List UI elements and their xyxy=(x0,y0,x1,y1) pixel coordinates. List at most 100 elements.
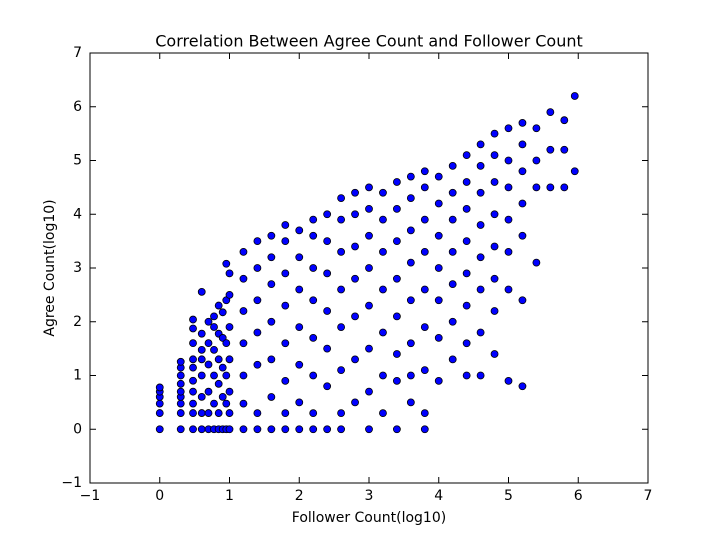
point xyxy=(462,269,471,278)
point xyxy=(392,178,401,186)
point xyxy=(379,328,387,337)
point xyxy=(406,226,415,235)
point xyxy=(462,301,471,310)
point xyxy=(570,167,579,176)
point xyxy=(462,237,471,246)
point xyxy=(210,312,218,321)
point xyxy=(406,172,415,181)
point xyxy=(281,237,290,246)
point xyxy=(365,301,373,310)
point xyxy=(295,323,304,332)
point xyxy=(504,376,513,385)
point xyxy=(225,269,234,278)
point xyxy=(189,376,197,385)
point xyxy=(337,425,346,434)
point xyxy=(392,312,401,321)
point xyxy=(532,183,541,192)
point xyxy=(448,247,457,256)
point xyxy=(337,194,346,203)
point xyxy=(281,221,290,229)
point xyxy=(253,360,262,369)
point xyxy=(351,210,359,219)
point xyxy=(155,399,164,408)
point xyxy=(406,296,415,305)
point xyxy=(176,399,185,408)
y-tick-label: 3 xyxy=(73,260,82,276)
point xyxy=(222,371,231,380)
point xyxy=(337,366,346,375)
point xyxy=(434,296,443,305)
point xyxy=(225,290,234,299)
point xyxy=(392,425,401,434)
point xyxy=(420,247,429,256)
point xyxy=(532,156,541,165)
x-tick-label: 3 xyxy=(365,488,374,504)
point xyxy=(504,156,513,165)
point xyxy=(379,409,387,418)
point xyxy=(560,116,569,125)
point xyxy=(448,317,457,326)
point xyxy=(267,355,276,364)
point xyxy=(218,392,227,401)
point xyxy=(189,387,197,396)
point xyxy=(189,324,197,333)
point xyxy=(155,409,164,417)
point xyxy=(476,188,485,197)
point xyxy=(225,425,234,434)
point xyxy=(281,409,290,418)
point xyxy=(225,387,234,396)
x-tick-label: 7 xyxy=(644,488,653,504)
point xyxy=(420,285,429,294)
point xyxy=(420,183,429,192)
point xyxy=(239,307,248,315)
point xyxy=(406,371,415,380)
point xyxy=(155,383,164,392)
point xyxy=(204,317,213,326)
point xyxy=(434,231,443,240)
point xyxy=(476,161,485,170)
point xyxy=(189,363,197,372)
point xyxy=(434,264,443,272)
point xyxy=(379,215,387,224)
point xyxy=(379,188,387,197)
point xyxy=(204,409,213,417)
point xyxy=(365,183,373,192)
point xyxy=(176,379,185,388)
point xyxy=(253,296,262,305)
point xyxy=(518,167,527,176)
point xyxy=(267,317,276,326)
point xyxy=(351,398,359,407)
point xyxy=(323,237,332,246)
point xyxy=(323,210,332,219)
y-tick-label: 5 xyxy=(73,153,82,169)
point xyxy=(532,124,541,133)
point xyxy=(406,258,415,267)
point xyxy=(267,425,276,434)
point xyxy=(210,323,218,331)
y-tick-label: 6 xyxy=(73,99,82,115)
point xyxy=(253,328,262,337)
point xyxy=(309,296,318,305)
point xyxy=(309,425,318,434)
point xyxy=(225,323,234,331)
point xyxy=(309,409,318,418)
point xyxy=(197,329,206,338)
point xyxy=(253,425,262,434)
point xyxy=(546,183,555,192)
point xyxy=(281,376,290,385)
point xyxy=(518,231,527,240)
point xyxy=(392,237,401,246)
point xyxy=(546,145,555,154)
point xyxy=(434,333,443,342)
point xyxy=(239,425,248,434)
point xyxy=(218,334,227,342)
y-axis-label: Agree Count(log10) xyxy=(42,199,58,336)
point xyxy=(490,151,499,160)
point xyxy=(379,371,387,380)
point xyxy=(337,285,346,294)
point xyxy=(448,280,457,289)
point xyxy=(518,140,527,149)
point xyxy=(420,366,429,375)
point xyxy=(323,269,332,278)
